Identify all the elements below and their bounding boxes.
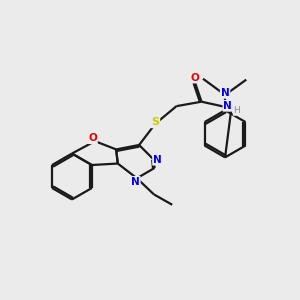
Text: N: N: [131, 177, 140, 187]
Text: O: O: [191, 73, 200, 82]
Text: N: N: [153, 155, 162, 165]
Text: S: S: [151, 117, 159, 127]
Text: H: H: [233, 106, 240, 115]
Text: O: O: [88, 133, 97, 143]
Text: N: N: [221, 88, 230, 98]
Text: N: N: [224, 101, 232, 111]
